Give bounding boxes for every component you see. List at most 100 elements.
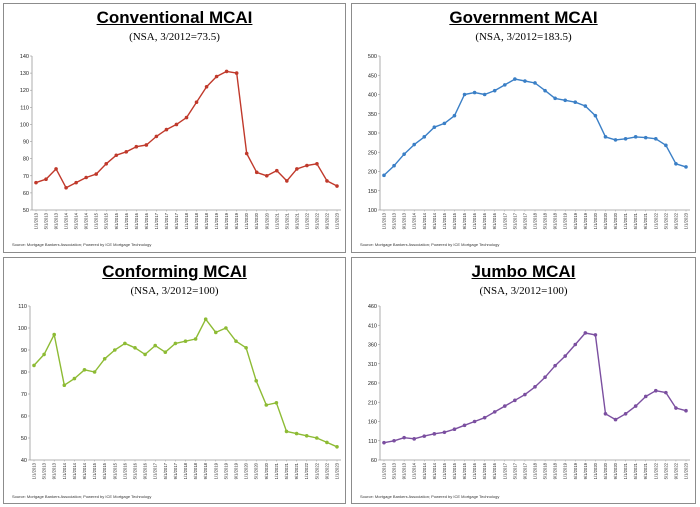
data-point: [674, 162, 678, 166]
x-tick-label: 1/1/2021: [623, 462, 628, 479]
chart-title: Conforming MCAI: [102, 262, 247, 281]
x-tick-label: 9/1/2018: [553, 212, 558, 229]
y-tick-label: 40: [21, 458, 27, 464]
data-point: [264, 403, 269, 407]
data-point: [295, 167, 299, 171]
x-tick-label: 9/1/2015: [114, 212, 119, 229]
x-tick-label: 1/1/2014: [412, 462, 417, 479]
data-point: [392, 438, 396, 443]
data-point: [74, 180, 78, 185]
data-point: [304, 434, 309, 438]
x-tick-label: 9/1/2022: [673, 212, 678, 229]
data-point: [603, 412, 608, 416]
government-mcai-chart: 100 150 200 250 300 350 400 450 500 1/1/2013 5/1/2…: [368, 54, 690, 229]
data-point: [654, 136, 658, 141]
data-point: [523, 392, 527, 397]
jumbo-mcai-chart: 60 110 160 210 260 310 360 410 460 1/1/2013 5/1/20…: [368, 304, 690, 479]
x-tick-label: 1/1/2014: [62, 462, 67, 479]
y-tick-label: 360: [368, 343, 377, 349]
x-tick-label: 5/1/2020: [254, 462, 259, 479]
data-point: [335, 184, 339, 188]
data-point: [173, 341, 178, 346]
data-point: [603, 135, 608, 139]
x-tick-label: 1/1/2016: [124, 212, 129, 229]
x-tick-label: 5/1/2016: [482, 212, 487, 229]
y-tick-label: 110: [18, 304, 27, 310]
data-point: [325, 440, 329, 445]
x-tick-label: 9/1/2021: [643, 212, 648, 229]
x-tick-label: 9/1/2022: [673, 462, 678, 479]
data-point: [84, 175, 88, 180]
x-tick-label: 5/1/2017: [512, 212, 517, 229]
y-tick-label: 50: [21, 436, 27, 442]
x-tick-label: 9/1/2021: [643, 462, 648, 479]
x-tick-label: 1/1/2017: [153, 462, 158, 479]
y-tick-label: 140: [20, 54, 29, 60]
data-point: [153, 343, 157, 348]
data-point: [174, 122, 179, 127]
y-tick-label: 210: [368, 400, 377, 406]
data-point: [214, 74, 219, 79]
chart-title: Jumbo MCAI: [471, 262, 576, 281]
x-tick-label: 5/1/2019: [573, 212, 578, 229]
data-point: [492, 88, 497, 93]
series-line: [383, 78, 687, 176]
data-point: [285, 179, 289, 183]
x-tick-label: 9/1/2021: [294, 462, 299, 479]
x-tick-label: 5/1/2016: [134, 212, 139, 229]
x-tick-label: 9/1/2013: [52, 462, 57, 479]
y-tick-label: 120: [20, 88, 29, 94]
x-tick-label: 1/1/2018: [533, 212, 538, 229]
x-tick-label: 9/1/2017: [522, 212, 527, 229]
x-tick-label: 9/1/2015: [462, 212, 467, 229]
y-tick-label: 410: [368, 323, 377, 329]
data-point: [472, 90, 477, 95]
x-tick-label: 1/1/2021: [274, 212, 279, 229]
x-tick-label: 9/1/2020: [264, 462, 269, 479]
x-tick-label: 9/1/2016: [143, 462, 148, 479]
x-tick-label: 1/1/2018: [533, 462, 538, 479]
x-tick-label: 9/1/2014: [432, 212, 437, 229]
x-tick-label: 1/1/2021: [274, 462, 279, 479]
x-tick-label: 1/1/2014: [412, 212, 417, 229]
data-point: [184, 115, 189, 120]
y-tick-label: 70: [21, 392, 27, 398]
data-point: [482, 415, 487, 420]
x-tick-label: 5/1/2016: [482, 462, 487, 479]
data-point: [274, 401, 279, 405]
data-point: [573, 100, 578, 104]
conforming-mcai-panel: Conforming MCAI (NSA, 3/2012=100) 40 50 60…: [3, 257, 346, 504]
x-tick-label: 1/1/2022: [653, 462, 658, 479]
data-point: [543, 375, 547, 380]
data-point: [92, 370, 97, 374]
data-point: [224, 326, 228, 330]
x-tick-label: 5/1/2015: [452, 462, 457, 479]
x-tick-label: 5/1/2018: [194, 212, 199, 229]
x-tick-label: 1/1/2017: [502, 462, 507, 479]
x-tick-label: 5/1/2022: [663, 212, 668, 229]
data-point: [412, 437, 416, 441]
x-tick-label: 5/1/2018: [193, 462, 198, 479]
x-tick-label: 9/1/2014: [82, 462, 87, 479]
data-point: [194, 100, 199, 104]
x-tick-label: 1/1/2014: [64, 212, 69, 229]
y-tick-label: 450: [368, 73, 377, 79]
data-point: [563, 98, 567, 103]
x-tick-label: 9/1/2016: [144, 212, 149, 229]
x-tick-label: 5/1/2013: [44, 212, 49, 229]
y-tick-label: 400: [368, 93, 377, 99]
data-point: [513, 398, 517, 403]
data-point: [523, 79, 527, 83]
x-tick-label: 1/1/2019: [213, 462, 218, 479]
x-tick-label: 9/1/2014: [432, 462, 437, 479]
data-point: [462, 92, 467, 97]
x-tick-label: 1/1/2019: [563, 212, 568, 229]
data-point: [244, 151, 249, 156]
y-tick-label: 350: [368, 112, 377, 118]
data-point: [664, 390, 668, 395]
data-point: [133, 346, 137, 350]
x-tick-label: 5/1/2018: [543, 212, 548, 229]
data-point: [214, 330, 218, 335]
chart-title: Conventional MCAI: [96, 8, 253, 27]
y-tick-label: 60: [21, 414, 27, 420]
